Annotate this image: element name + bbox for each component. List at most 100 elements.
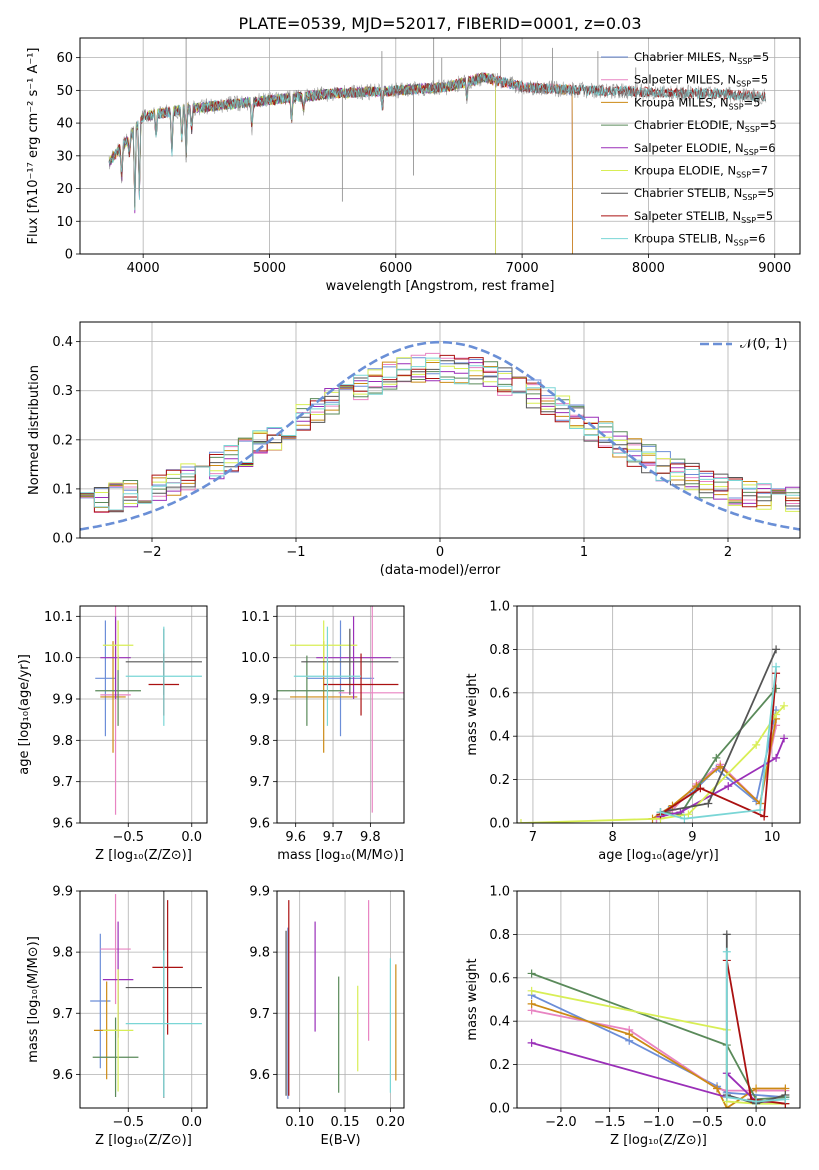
residuals-xtick-label: −2 <box>142 545 161 560</box>
weight-vs-age-series-kroupa-stelib <box>656 662 781 823</box>
residuals-xtick-label: 2 <box>724 545 732 560</box>
spectrum-observed <box>108 72 767 208</box>
mass-vs-Z-point-kroupa-stelib <box>125 950 202 1097</box>
weight-vs-Z-panel: −2.0 −1.5 −1.0 −0.5 0.0 0.0 0.2 0.4 0.6 0.8 1.0 Z [… <box>465 885 801 1148</box>
weight-vs-age-marker <box>656 808 665 817</box>
weight-vs-age-series-salpeter-stelib <box>656 669 781 821</box>
weight-vs-age-plot-area <box>517 645 789 823</box>
age-vs-mass-point-chabrier-stelib <box>301 628 399 695</box>
weight-vs-Z-grid <box>517 890 800 1109</box>
spectrum-series-chabrier-miles <box>108 72 573 254</box>
weight-vs-Z-plot-area <box>527 930 790 1108</box>
age-vs-mass-xtick-label: 9.8 <box>360 830 381 845</box>
weight-vs-age-ytick-label: 0.4 <box>489 730 510 745</box>
age-vs-mass-ytick-label: 9.7 <box>249 775 270 790</box>
mass-vs-Z-point-chabrier-elodie <box>92 1017 139 1097</box>
spectrum-frame <box>79 37 801 255</box>
legend-name: Kroupa ELODIE, N <box>634 164 736 178</box>
mass-vs-Z-point-salpeter-stelib <box>152 900 183 1035</box>
weight-vs-age-marker <box>780 734 789 743</box>
weight-vs-Z-marker <box>722 947 731 956</box>
legend-label-chabrier-stelib: Chabrier STELIB, NSSP=5 <box>634 186 774 202</box>
age-vs-Z-point-chabrier-miles <box>95 620 116 737</box>
age-vs-mass-point-salpeter-stelib <box>323 653 399 716</box>
age-vs-mass-point-kroupa-stelib <box>293 626 362 726</box>
legend-sub: SSP <box>742 193 757 202</box>
residuals-ytick-label: 0.3 <box>52 384 73 399</box>
weight-vs-age-ytick-label: 0.2 <box>489 773 510 788</box>
mass-vs-Z-ytick-label: 9.8 <box>52 946 73 961</box>
age-vs-mass-ytick-label: 10.1 <box>241 610 270 625</box>
weight-vs-age-xtick-label: 9 <box>688 830 696 845</box>
weight-vs-Z-line <box>725 951 786 1103</box>
spectrum-ytick-label: 0 <box>65 248 73 263</box>
spectrum-ytick-label: 50 <box>56 84 73 99</box>
residuals-panel: 𝒩(0, 1) −2 −1 0 1 2 0.0 0.1 0.2 0.3 0.4 (data-model… <box>27 321 801 578</box>
legend-suffix: =5 <box>760 118 777 132</box>
age-vs-mass-point-chabrier-elodie <box>277 655 345 726</box>
age-vs-Z-ytick-label: 10.1 <box>44 610 73 625</box>
weight-vs-Z-xtick-label: −1.0 <box>643 1115 675 1130</box>
mass-vs-Z-panel: −0.5 0.0 9.6 9.7 9.8 9.9 Z [log₁₀(Z/Z⊙)] mass [… <box>26 885 208 1148</box>
age-vs-Z-ytick-label: 9.8 <box>52 734 73 749</box>
legend-suffix: =5 <box>752 50 769 64</box>
weight-vs-Z-series-kroupa-stelib <box>722 947 790 1106</box>
mass-vs-Z-frame <box>79 890 208 1109</box>
spectrum-ytick-label: 60 <box>56 51 73 66</box>
age-vs-Z-grid <box>80 606 207 824</box>
age-vs-Z-point-kroupa-stelib <box>125 626 202 726</box>
spectrum-xtick-label: 9000 <box>758 261 791 276</box>
age-vs-mass-plot-area <box>277 606 404 813</box>
residuals-plot-area <box>80 340 800 538</box>
weight-vs-age-marker <box>772 645 781 654</box>
legend-label-chabrier-miles: Chabrier MILES, NSSP=5 <box>634 50 769 66</box>
weight-vs-age-marker <box>772 753 781 762</box>
histogram-kroupa-stelib <box>80 357 800 538</box>
mass-vs-EBV-xtick-label: 0.15 <box>331 1115 360 1130</box>
weight-vs-age-panel: 7 8 9 10 0.0 0.2 0.4 0.6 0.8 1.0 age [log₁₀(age/yr… <box>465 600 801 863</box>
weight-vs-age-xtick-label: 8 <box>609 830 617 845</box>
weight-vs-Z-marker <box>781 1095 790 1104</box>
mass-vs-Z-ylabel: mass [log₁₀(M/M⊙)] <box>26 936 41 1063</box>
weight-vs-Z-xtick-label: −1.5 <box>594 1115 626 1130</box>
weight-vs-Z-xtick-label: −0.5 <box>692 1115 724 1130</box>
legend-name: Salpeter MILES, N <box>634 73 736 87</box>
weight-vs-Z-xtick-label: 0.0 <box>746 1115 767 1130</box>
weight-vs-age-marker <box>517 819 525 823</box>
legend-sub: SSP <box>741 216 756 225</box>
legend-suffix: =7 <box>751 164 768 178</box>
age-vs-mass-ytick-label: 9.9 <box>249 693 270 708</box>
legend-sub: SSP <box>734 239 749 248</box>
mass-vs-EBV-frame <box>276 890 405 1109</box>
age-vs-mass-xlabel: mass [log₁₀(M/M⊙)] <box>277 848 404 863</box>
weight-vs-age-marker <box>704 799 713 808</box>
weight-vs-age-marker <box>752 740 761 749</box>
legend-label-kroupa-stelib: Kroupa STELIB, NSSP=6 <box>634 232 765 248</box>
weight-vs-Z-marker <box>625 1030 634 1039</box>
legend-suffix: =5 <box>751 73 768 87</box>
weight-vs-Z-marker <box>527 986 536 995</box>
mass-vs-Z-ytick-label: 9.7 <box>52 1007 73 1022</box>
residuals-xtick-label: −1 <box>286 545 305 560</box>
age-vs-Z-point-kroupa-elodie <box>102 620 134 671</box>
residuals-ytick-label: 0.2 <box>52 433 73 448</box>
weight-vs-age-ytick-label: 1.0 <box>489 600 510 615</box>
age-vs-Z-panel: −0.5 0.0 9.6 9.7 9.8 9.9 10.0 10.1 Z [log₁₀(Z/Z⊙… <box>17 605 208 863</box>
weight-vs-Z-marker <box>752 1097 761 1106</box>
weight-vs-Z-marker <box>752 1084 761 1093</box>
weight-vs-Z-marker <box>713 1084 722 1093</box>
spectrum-series-salpeter-miles <box>108 72 573 254</box>
legend-sub: SSP <box>736 171 751 180</box>
spectrum-xtick-label: 4000 <box>127 261 160 276</box>
mass-vs-Z-point-chabrier-miles <box>90 933 111 1069</box>
weight-vs-age-xtick-label: 10 <box>764 830 781 845</box>
legend-sub: SSP <box>744 148 759 157</box>
weight-vs-age-marker <box>760 812 769 821</box>
weight-vs-age-line <box>660 673 777 818</box>
legend-name: Kroupa STELIB, N <box>634 232 734 246</box>
weight-vs-age-marker <box>756 805 765 814</box>
legend-label-salpeter-miles: Salpeter MILES, NSSP=5 <box>634 73 768 89</box>
weight-vs-Z-marker <box>747 1095 756 1104</box>
legend-name: Kroupa MILES, N <box>634 95 729 109</box>
spectrum-plot-area <box>108 38 767 254</box>
